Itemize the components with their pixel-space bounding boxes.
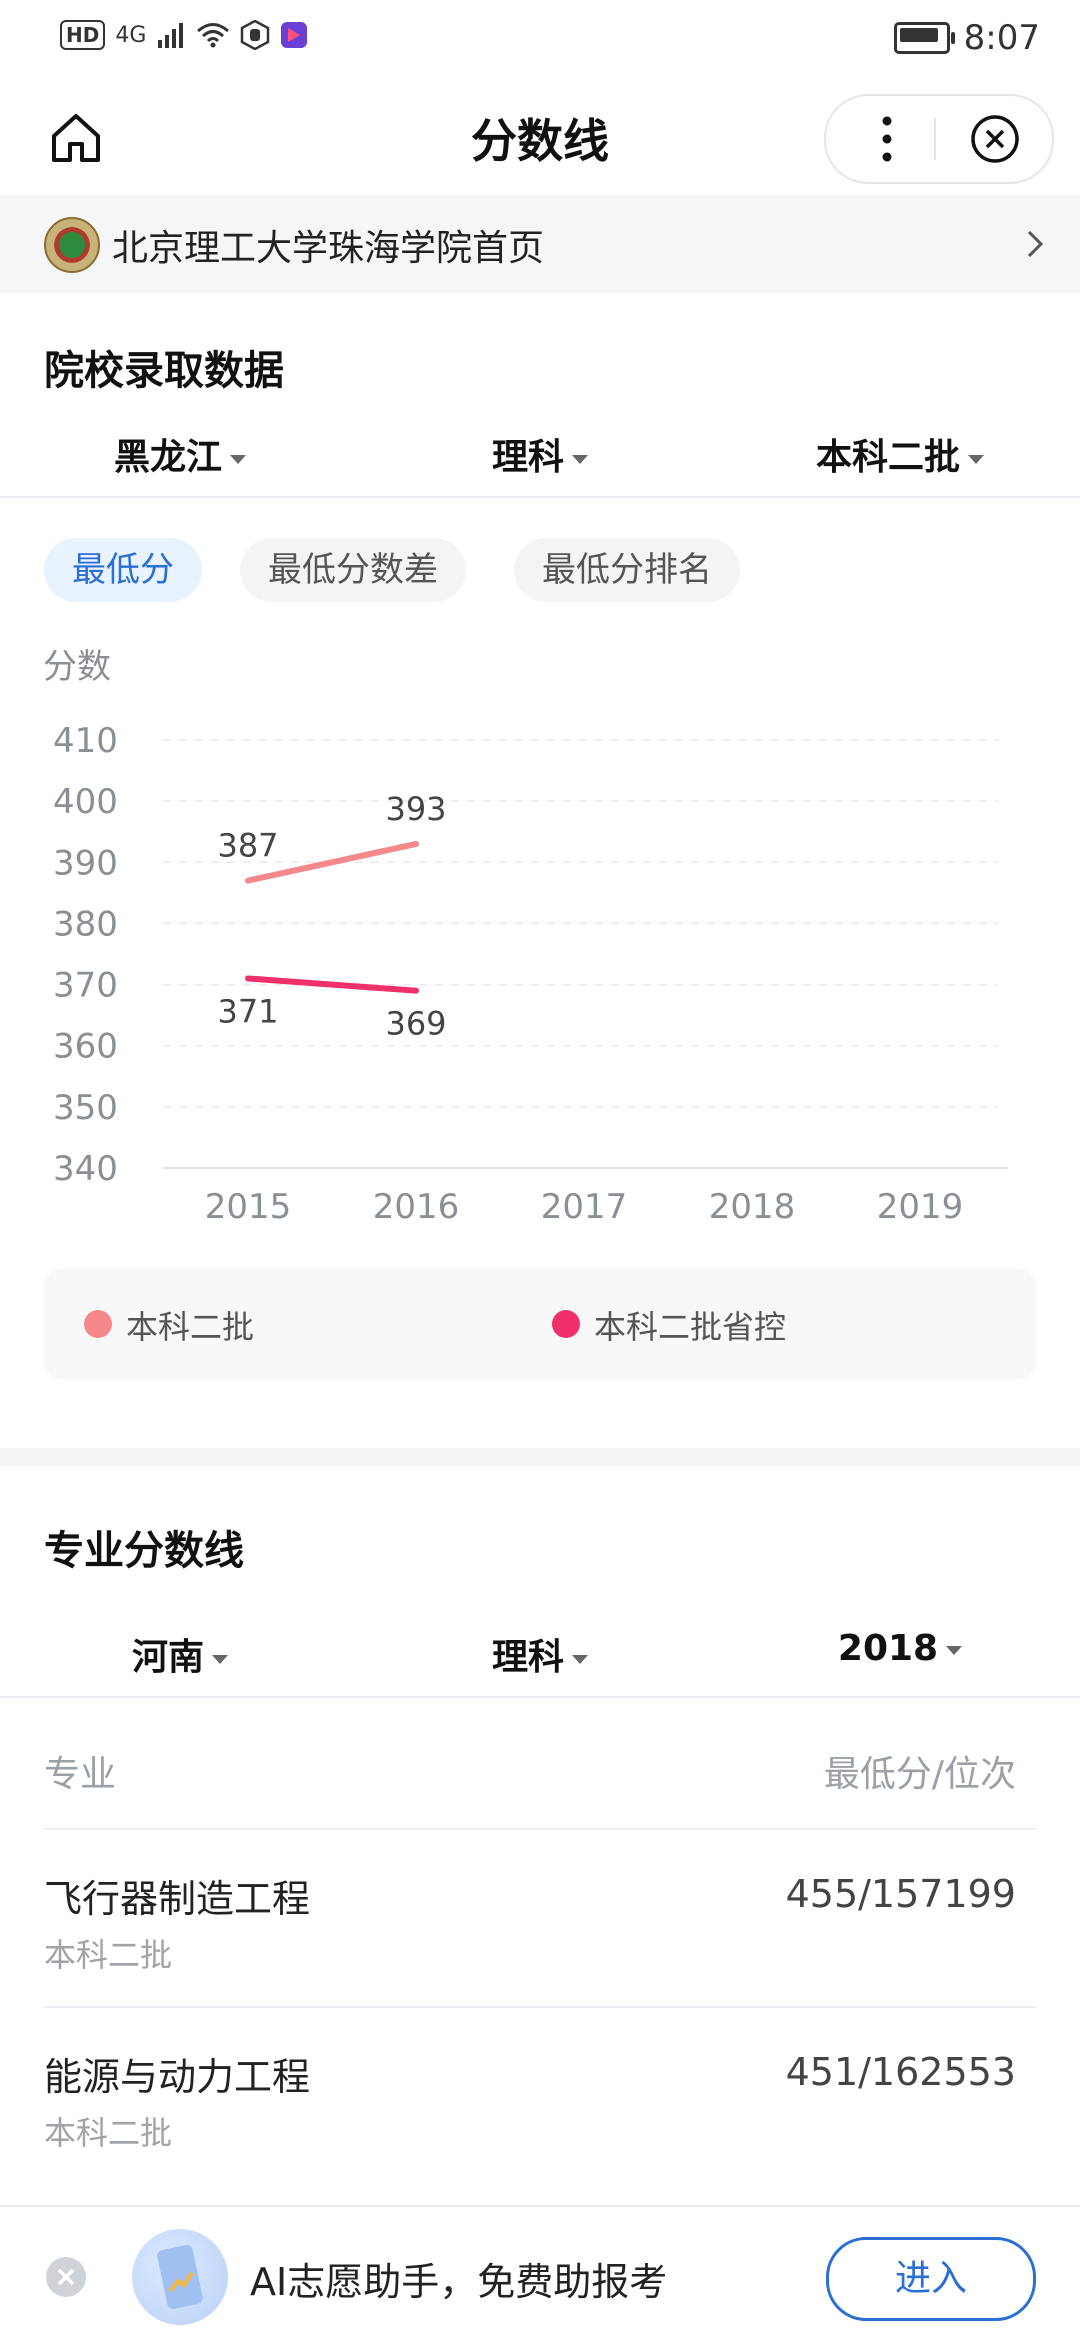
y-tick-label: 380: [53, 904, 118, 944]
major-batch: 本科二批: [44, 2114, 173, 2152]
divider: [0, 496, 1080, 498]
x-tick-label: 2019: [877, 1187, 964, 1227]
major-province-label: 河南: [131, 1637, 204, 1678]
divider: [0, 1696, 1080, 1698]
hand-icon: [241, 20, 270, 50]
legend-label-1: 本科二批: [126, 1308, 255, 1346]
signal-icon: [158, 23, 184, 48]
y-tick-label: 360: [53, 1027, 118, 1067]
chevron-right-icon: [1027, 230, 1044, 258]
batch-filter-label: 本科二批: [815, 437, 960, 478]
data-label: 387: [217, 827, 278, 865]
x-tick-label: 2017: [541, 1187, 628, 1227]
subject-filter-label: 理科: [491, 437, 564, 478]
enter-button[interactable]: 进入: [826, 2237, 1036, 2321]
clock: 8:07: [963, 18, 1040, 58]
caret-down-icon: [572, 1654, 588, 1664]
admission-filters: 黑龙江 理科 本科二批: [0, 408, 1080, 498]
dismiss-button[interactable]: [46, 2257, 86, 2297]
y-tick-label: 400: [53, 782, 118, 822]
ai-assistant-text: AI志愿助手，免费助报考: [250, 2260, 668, 2304]
major-filters: 河南 理科 2018: [0, 1608, 1080, 1698]
home-icon[interactable]: [46, 108, 106, 168]
caret-down-icon: [968, 454, 984, 464]
tab-min-score-rank[interactable]: 最低分排名: [514, 538, 740, 602]
table-header: 专业 最低分/位次: [44, 1745, 1036, 1829]
data-label: 393: [385, 790, 446, 828]
page-title: 分数线: [471, 114, 609, 168]
admission-section-title: 院校录取数据: [44, 348, 284, 394]
y-tick-label: 370: [53, 966, 118, 1006]
y-tick-label: 390: [53, 843, 118, 883]
mini-program-capsule: [824, 94, 1054, 184]
major-batch: 本科二批: [44, 1936, 173, 1974]
data-label: 369: [385, 1005, 446, 1043]
close-icon[interactable]: [970, 114, 1020, 164]
year-filter[interactable]: 2018: [720, 1608, 1080, 1698]
major-name: 飞行器制造工程: [44, 1877, 311, 1921]
table-row[interactable]: 能源与动力工程 本科二批 451/162553: [44, 2006, 1036, 2186]
school-name: 北京理工大学珠海学院首页: [112, 228, 545, 269]
y-tick-label: 410: [53, 721, 118, 761]
major-subject-label: 理科: [491, 1637, 564, 1678]
legend-swatch-2: [552, 1310, 580, 1338]
min-score-line-chart: 分数 410 400 390 380 370 360 350 340 2015 2016 2017 20…: [43, 647, 1008, 1227]
ai-assistant-bar: AI志愿助手，免费助报考 进入: [0, 2205, 1080, 2342]
major-score: 451/162553: [785, 2050, 1016, 2094]
tab-min-score[interactable]: 最低分: [44, 538, 202, 602]
caret-down-icon: [572, 454, 588, 464]
major-province-filter[interactable]: 河南: [0, 1608, 360, 1698]
y-tick-label: 340: [53, 1149, 118, 1189]
caret-down-icon: [230, 454, 246, 464]
more-icon[interactable]: [882, 116, 892, 162]
y-tick-label: 350: [53, 1088, 118, 1128]
batch-filter[interactable]: 本科二批: [720, 408, 1080, 498]
tab-min-score-diff[interactable]: 最低分数差: [240, 538, 466, 602]
legend-label-2: 本科二批省控: [594, 1308, 787, 1346]
major-section-title: 专业分数线: [44, 1528, 244, 1574]
x-tick-label: 2016: [373, 1187, 460, 1227]
phone-chart-icon: [157, 2245, 203, 2309]
hd-indicator: HD: [60, 20, 106, 50]
network-type: 4G: [115, 22, 147, 48]
chart-legend: 本科二批 本科二批省控: [44, 1268, 1036, 1380]
province-filter-label: 黑龙江: [113, 437, 222, 478]
legend-swatch-1: [84, 1310, 112, 1338]
series-line-2: [245, 975, 419, 994]
column-major: 专业: [44, 1754, 117, 1795]
subject-filter[interactable]: 理科: [360, 408, 720, 498]
column-score-rank: 最低分/位次: [823, 1754, 1016, 1795]
ai-assistant-avatar: [132, 2229, 228, 2325]
school-homepage-link[interactable]: 北京理工大学珠海学院首页: [0, 195, 1080, 293]
caret-down-icon: [212, 1654, 228, 1664]
major-score: 455/157199: [785, 1872, 1016, 1916]
section-separator: [0, 1448, 1080, 1466]
wifi-icon: [197, 23, 230, 48]
close-icon: [57, 2268, 75, 2286]
year-filter-label: 2018: [837, 1628, 939, 1669]
major-name: 能源与动力工程: [44, 2055, 311, 2099]
major-subject-filter[interactable]: 理科: [360, 1608, 720, 1698]
table-row[interactable]: 飞行器制造工程 本科二批 455/157199: [44, 1828, 1036, 2008]
capsule-divider: [934, 118, 936, 160]
y-axis-title: 分数: [43, 647, 111, 687]
battery-icon: [893, 22, 955, 54]
status-bar: HD 4G 8:07: [0, 0, 1080, 80]
x-tick-label: 2015: [205, 1187, 292, 1227]
school-logo: [44, 217, 100, 273]
nav-header: 分数线: [0, 80, 1080, 195]
province-filter[interactable]: 黑龙江: [0, 408, 360, 498]
data-label: 371: [217, 992, 278, 1030]
series-line-1: [245, 840, 419, 884]
caret-down-icon: [946, 1645, 963, 1655]
x-tick-label: 2018: [709, 1187, 796, 1227]
app-notification-icon: [281, 22, 308, 48]
